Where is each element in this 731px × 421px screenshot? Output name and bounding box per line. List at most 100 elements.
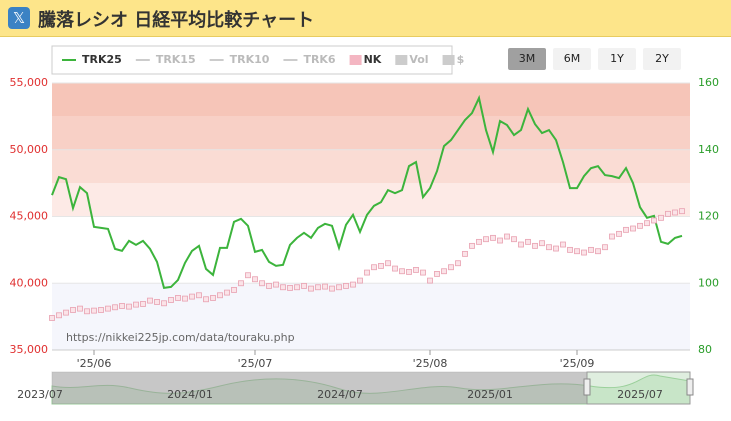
- candle: [406, 269, 412, 275]
- candle: [476, 238, 482, 245]
- x-tick-label: '25/08: [413, 357, 448, 370]
- candle: [210, 295, 216, 301]
- candle: [490, 234, 496, 241]
- legend-label[interactable]: NK: [364, 53, 382, 66]
- candle: [126, 303, 132, 310]
- candle: [357, 277, 363, 284]
- range-button[interactable]: [508, 48, 546, 70]
- candle: [441, 268, 447, 275]
- source: https://nikkei225jp.com/data/touraku.php: [66, 331, 295, 344]
- y-tick-label: 45,000: [10, 210, 49, 223]
- candle: [553, 245, 559, 252]
- candle: [539, 240, 545, 247]
- navigator-handle[interactable]: [583, 378, 591, 396]
- candle: [189, 293, 195, 300]
- candle: [49, 315, 55, 321]
- candle: [294, 284, 300, 291]
- range-button-label[interactable]: 6M: [564, 52, 581, 65]
- range-button-label[interactable]: 2Y: [655, 52, 669, 65]
- candle: [574, 248, 580, 255]
- candle: [308, 285, 314, 292]
- candle: [427, 277, 433, 284]
- band: [52, 283, 690, 350]
- candle: [511, 236, 517, 243]
- candle: [105, 305, 111, 312]
- candle: [609, 233, 615, 240]
- candle: [560, 241, 566, 248]
- candle: [77, 305, 83, 312]
- y2-tick-label: 100: [698, 276, 719, 289]
- y-tick-label: 40,000: [10, 276, 49, 289]
- legend-label[interactable]: TRK25: [82, 53, 122, 66]
- candle: [679, 208, 685, 215]
- navigator-selection[interactable]: [586, 371, 691, 405]
- header: 𝕏 騰落レシオ 日経平均比較チャート: [0, 0, 731, 37]
- x-icon[interactable]: 𝕏: [8, 7, 30, 29]
- candle: [182, 295, 188, 302]
- candle: [616, 230, 622, 237]
- candle: [133, 301, 139, 308]
- band: [52, 183, 690, 217]
- candle: [56, 312, 62, 319]
- candle: [161, 300, 167, 307]
- candle: [399, 268, 405, 275]
- x-tick-label: '25/07: [238, 357, 273, 370]
- candle: [343, 283, 349, 289]
- chart: 35,000 40,000 45,000 50,000 55,000 80 100 120 14…: [10, 45, 719, 405]
- candle: [651, 217, 657, 224]
- candle: [91, 307, 97, 314]
- candle: [224, 289, 230, 296]
- candle: [595, 248, 601, 255]
- candle: [637, 222, 643, 229]
- navigator-label: 2025/01: [467, 388, 513, 401]
- candle: [84, 308, 90, 315]
- range-button-label[interactable]: 1Y: [610, 52, 624, 65]
- candle: [350, 281, 356, 288]
- legend-label[interactable]: $: [457, 53, 465, 66]
- y2-tick-label: 120: [698, 210, 719, 223]
- legend-swatch[interactable]: [349, 55, 362, 65]
- candle: [273, 281, 279, 288]
- candle: [245, 272, 251, 279]
- range-button[interactable]: [553, 48, 591, 70]
- navigator-mask: [52, 372, 587, 404]
- candle: [217, 292, 223, 299]
- candle: [532, 242, 538, 249]
- band: [52, 83, 690, 117]
- legend-label[interactable]: TRK6: [303, 53, 335, 66]
- candle: [70, 307, 76, 313]
- candle: [455, 260, 461, 267]
- candle: [588, 246, 594, 253]
- candle: [259, 280, 265, 287]
- candle: [168, 297, 174, 303]
- navigator-handle[interactable]: [686, 378, 694, 396]
- candle: [378, 262, 384, 269]
- legend-label[interactable]: Vol: [409, 53, 428, 66]
- candle: [469, 242, 475, 249]
- candle: [119, 303, 125, 309]
- navigator-label: 2023/07: [17, 388, 63, 401]
- candle: [238, 280, 244, 287]
- candle: [112, 304, 118, 311]
- range-button[interactable]: [598, 48, 636, 70]
- y-tick-label: 35,000: [10, 343, 49, 356]
- candle: [154, 299, 160, 305]
- candle: [518, 241, 524, 248]
- legend-label[interactable]: TRK15: [156, 53, 196, 66]
- range-button[interactable]: [643, 48, 681, 70]
- y2-tick-label: 140: [698, 143, 719, 156]
- range-button-label[interactable]: 3M: [519, 52, 536, 65]
- candle: [336, 284, 342, 291]
- legend-swatch[interactable]: [395, 55, 408, 65]
- candle: [413, 266, 419, 273]
- candle: [252, 276, 258, 283]
- candle: [665, 210, 671, 217]
- candle: [567, 246, 573, 253]
- candle: [196, 292, 202, 299]
- candle: [581, 249, 587, 256]
- y-tick-label: 55,000: [10, 76, 49, 89]
- candle: [385, 260, 391, 267]
- legend-label[interactable]: TRK10: [230, 53, 270, 66]
- legend-swatch[interactable]: [442, 55, 455, 65]
